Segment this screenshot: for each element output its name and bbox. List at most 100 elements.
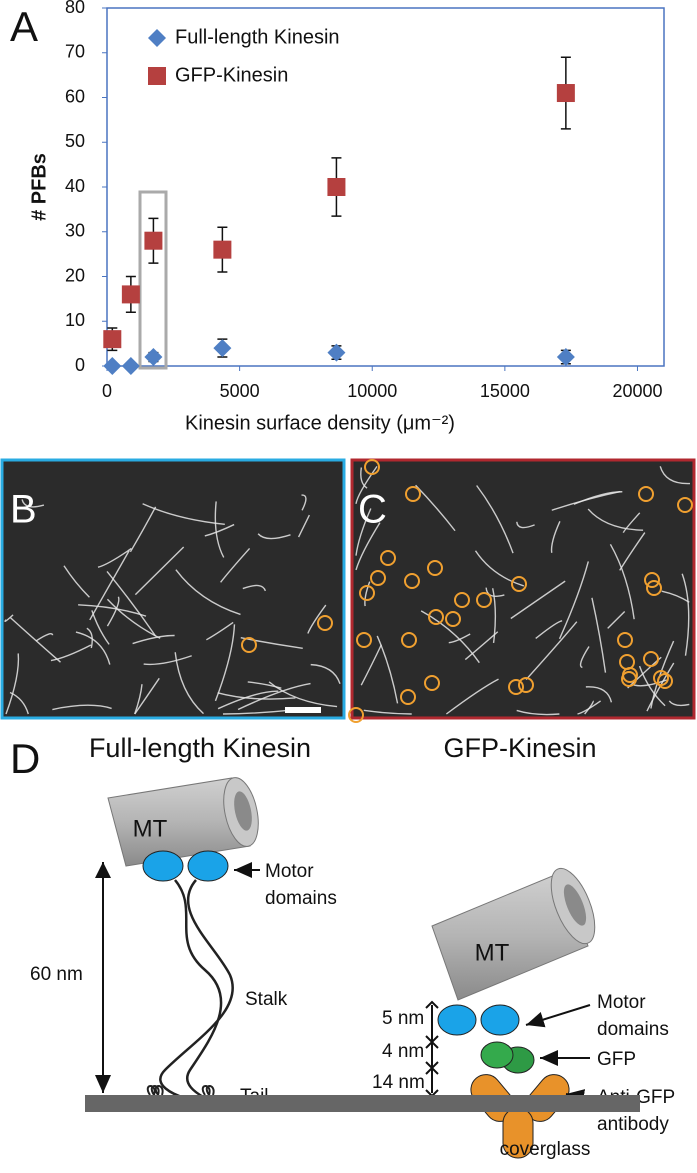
filament — [516, 521, 535, 529]
pfb-circle — [445, 611, 461, 627]
filament — [376, 635, 399, 704]
y-axis-label: # PFBs — [28, 153, 50, 221]
filament — [204, 523, 235, 537]
motor-domain — [187, 850, 229, 882]
panel-label: B — [10, 488, 37, 532]
stalk — [159, 879, 234, 1100]
highlight-box — [138, 190, 168, 370]
pfb-circle — [405, 486, 421, 502]
filament — [448, 633, 471, 644]
annotation: Stalk — [245, 989, 288, 1010]
filament — [134, 546, 185, 596]
filament — [550, 521, 561, 553]
filament — [63, 565, 90, 598]
filament — [681, 573, 690, 656]
pfb-circle — [476, 592, 492, 608]
pfb-circle — [454, 592, 470, 608]
filament — [91, 610, 110, 645]
filament — [106, 598, 161, 639]
x-axis-label: Kinesin surface density (μm⁻²) — [185, 412, 455, 434]
pfb-circle — [404, 573, 420, 589]
pfb-circles — [348, 459, 693, 723]
filament — [577, 700, 602, 715]
pfb-circle — [364, 459, 380, 475]
point — [556, 84, 575, 103]
point — [144, 348, 163, 367]
filament — [78, 604, 147, 617]
filament — [206, 621, 234, 641]
point — [121, 285, 140, 304]
filament — [661, 590, 690, 603]
filament — [609, 543, 635, 620]
filament — [585, 686, 613, 703]
point — [144, 231, 163, 250]
filament — [174, 652, 204, 715]
filament — [591, 597, 607, 673]
gfp — [480, 1041, 514, 1069]
filament — [445, 678, 499, 715]
filament — [217, 690, 279, 710]
point — [327, 343, 346, 362]
filament — [638, 665, 666, 707]
filament — [307, 604, 327, 634]
micrograph — [0, 458, 346, 720]
filament — [97, 547, 132, 568]
filament — [175, 569, 241, 616]
pfb-circle — [401, 632, 417, 648]
filament — [558, 561, 590, 640]
filament — [491, 588, 497, 644]
coverglass — [85, 1095, 640, 1112]
pfb-circle — [428, 609, 444, 625]
mt-label: MT — [133, 815, 168, 842]
filament — [132, 634, 175, 645]
motor-domain — [437, 1004, 477, 1036]
filament — [86, 627, 93, 649]
filament — [310, 663, 341, 685]
filament — [646, 662, 675, 712]
dimension-arrowheads — [425, 1000, 439, 1098]
filament — [364, 581, 371, 607]
microtubule-lumen — [563, 884, 587, 926]
dimension-label: 60 nm — [30, 964, 83, 985]
pfb-circle — [511, 576, 527, 592]
legend-marker — [148, 67, 166, 85]
filament — [579, 646, 590, 669]
filament — [573, 491, 623, 505]
pfb-circle — [617, 632, 633, 648]
diagram-title: GFP-Kinesin — [443, 733, 596, 763]
annotation: domains — [597, 1019, 669, 1040]
microtubule-lumen — [234, 791, 252, 831]
filament — [297, 514, 310, 538]
pfb-circle — [518, 677, 534, 693]
dimension-label: 14 nm — [372, 1072, 425, 1093]
x-tick-label: 10000 — [347, 381, 397, 401]
filament — [584, 700, 594, 715]
y-tick-label: 40 — [65, 176, 85, 196]
panel-label: A — [10, 3, 38, 50]
pfb-circle — [241, 637, 257, 653]
annotation: GFP — [597, 1049, 636, 1070]
pfb-circle — [348, 707, 364, 723]
x-tick-label: 20000 — [612, 381, 662, 401]
legend-marker — [148, 29, 166, 47]
pfb-circle — [427, 560, 443, 576]
panel-b: B — [0, 458, 346, 720]
filament — [247, 681, 282, 689]
filament — [659, 466, 691, 485]
filament — [4, 614, 14, 622]
filament — [627, 656, 662, 689]
legend-label: GFP-Kinesin — [175, 64, 288, 86]
tail — [146, 1085, 215, 1098]
filament — [106, 596, 120, 627]
y-tick-label: 80 — [65, 0, 85, 17]
filament — [21, 499, 45, 508]
annotation: coverglass — [500, 1139, 591, 1160]
y-tick-label: 10 — [65, 310, 85, 330]
filament — [143, 655, 192, 666]
pfb-circle — [646, 580, 662, 596]
filament — [510, 580, 566, 620]
annotation: domains — [265, 888, 337, 909]
scale-bar — [285, 707, 321, 713]
microtubule — [431, 871, 589, 1001]
